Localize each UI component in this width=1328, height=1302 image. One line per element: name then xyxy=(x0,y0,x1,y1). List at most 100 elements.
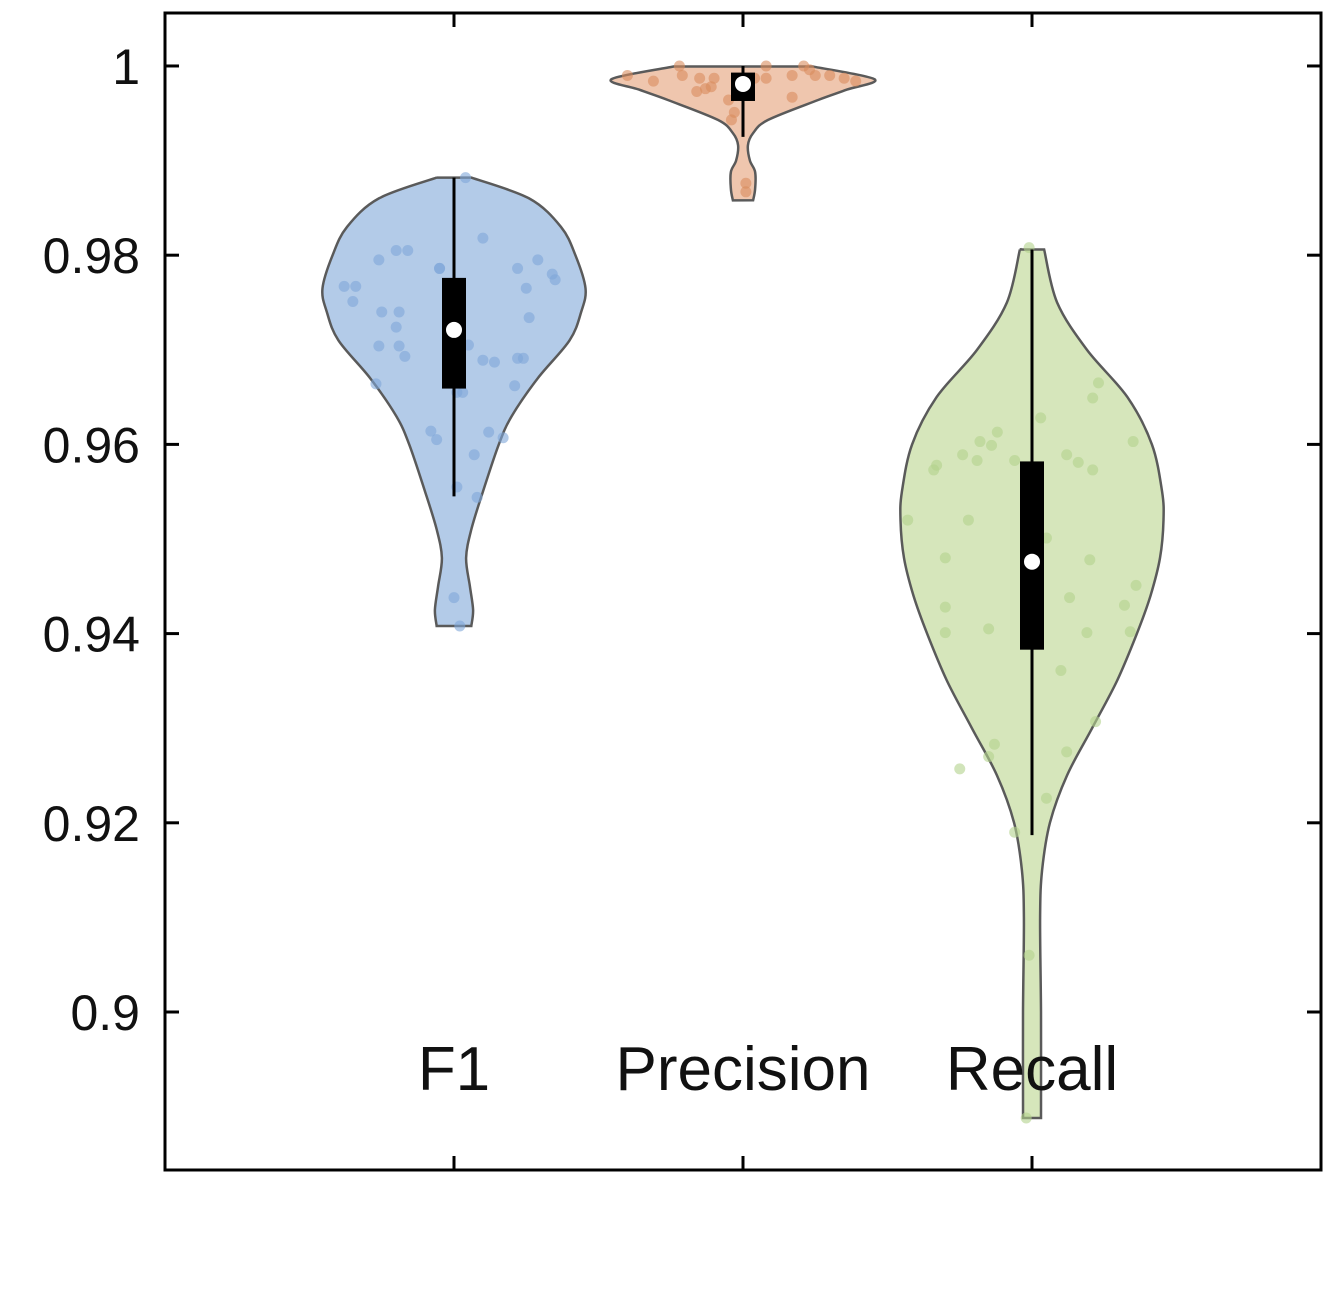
data-point xyxy=(402,244,414,256)
data-point xyxy=(347,296,359,308)
data-point xyxy=(373,254,385,266)
data-point xyxy=(1092,377,1104,389)
data-point xyxy=(1087,392,1099,404)
data-point xyxy=(1130,579,1142,591)
violin-recall xyxy=(899,242,1165,1124)
data-point xyxy=(471,491,483,503)
data-point xyxy=(740,186,752,198)
data-point xyxy=(786,69,798,81)
data-point xyxy=(986,439,998,451)
data-point xyxy=(376,306,388,318)
data-point xyxy=(549,274,561,286)
data-point xyxy=(477,232,489,244)
data-point xyxy=(1087,464,1099,476)
y-tick-label: 0.96 xyxy=(43,417,140,473)
data-point xyxy=(824,69,836,81)
data-point xyxy=(1035,412,1047,424)
data-point xyxy=(705,81,717,93)
data-point xyxy=(434,262,446,274)
data-point xyxy=(460,172,472,184)
y-tick-labels: 0.9 0.92 0.94 0.96 0.98 1 xyxy=(43,39,140,1041)
data-point xyxy=(468,449,480,461)
data-point xyxy=(425,425,437,437)
data-point xyxy=(390,244,402,256)
data-point xyxy=(1084,554,1096,566)
data-point xyxy=(1061,449,1073,461)
data-point xyxy=(1127,436,1139,448)
data-point xyxy=(1081,627,1093,639)
data-point xyxy=(647,75,659,87)
violin-precision xyxy=(609,60,877,202)
data-point xyxy=(740,177,752,189)
data-point xyxy=(497,432,509,444)
data-point xyxy=(373,340,385,352)
data-point xyxy=(694,72,706,84)
data-point xyxy=(809,69,821,81)
data-point xyxy=(983,751,995,763)
data-point xyxy=(1009,454,1021,466)
data-point xyxy=(457,386,469,398)
data-point xyxy=(1090,716,1102,728)
data-point xyxy=(1009,826,1021,838)
data-point xyxy=(962,514,974,526)
data-point xyxy=(902,514,914,526)
data-point xyxy=(532,254,544,266)
data-point xyxy=(850,75,862,87)
data-point xyxy=(454,620,466,632)
data-point xyxy=(520,282,532,294)
median-marker xyxy=(1024,553,1040,570)
data-point xyxy=(338,280,350,292)
median-marker xyxy=(735,75,751,92)
data-point xyxy=(928,464,940,476)
data-point xyxy=(1118,599,1130,611)
y-tick-label: 1 xyxy=(112,39,140,95)
data-point xyxy=(1124,626,1136,638)
x-tick-labels: F1 Precision Recall xyxy=(418,1035,1118,1104)
violins-layer xyxy=(321,60,1165,1124)
data-point xyxy=(1020,1112,1032,1124)
data-point xyxy=(523,312,535,324)
data-point xyxy=(1064,592,1076,604)
data-point xyxy=(988,738,1000,750)
violin-f1 xyxy=(321,172,587,632)
data-point xyxy=(621,69,633,81)
x-tick-label: F1 xyxy=(418,1035,490,1104)
median-marker xyxy=(446,321,462,338)
data-point xyxy=(1023,949,1035,961)
data-point xyxy=(1055,664,1067,676)
data-point xyxy=(708,72,720,84)
data-point xyxy=(971,454,983,466)
data-point xyxy=(676,69,688,81)
data-point xyxy=(786,91,798,103)
data-point xyxy=(393,306,405,318)
data-point xyxy=(509,380,521,392)
data-point xyxy=(974,436,986,448)
data-point xyxy=(393,340,405,352)
data-point xyxy=(448,592,460,604)
data-point xyxy=(991,426,1003,438)
y-tick-label: 0.98 xyxy=(43,228,140,284)
data-point xyxy=(1072,456,1084,468)
data-point xyxy=(983,623,995,635)
data-point xyxy=(838,72,850,84)
data-point xyxy=(477,354,489,366)
x-tick-label: Precision xyxy=(616,1035,871,1104)
data-point xyxy=(1040,792,1052,804)
data-point xyxy=(399,350,411,362)
data-point xyxy=(957,449,969,461)
ticks-layer xyxy=(165,13,1321,1170)
data-point xyxy=(939,627,951,639)
x-tick-label: Recall xyxy=(946,1035,1118,1104)
y-tick-label: 0.94 xyxy=(43,607,140,663)
y-tick-label: 0.92 xyxy=(43,796,140,852)
data-point xyxy=(512,262,524,274)
data-point xyxy=(390,321,402,333)
data-point xyxy=(691,86,703,98)
data-point xyxy=(431,434,443,446)
data-point xyxy=(488,356,500,368)
y-tick-label: 0.9 xyxy=(70,985,140,1041)
data-point xyxy=(954,763,966,775)
data-point xyxy=(939,601,951,613)
data-point xyxy=(350,280,362,292)
